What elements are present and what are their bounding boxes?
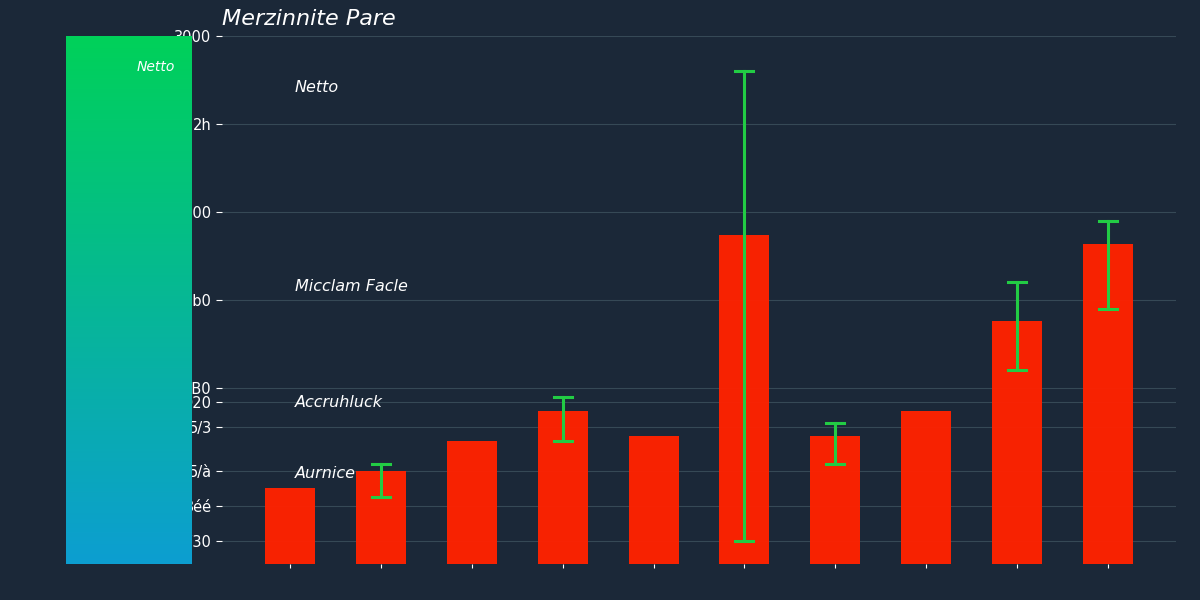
Bar xyxy=(538,411,588,564)
Text: Micclam Facle: Micclam Facle xyxy=(295,279,408,294)
Bar xyxy=(265,488,316,564)
Text: Netto: Netto xyxy=(137,60,175,74)
Text: Aurnice: Aurnice xyxy=(295,466,356,481)
Text: Netto: Netto xyxy=(295,80,340,95)
Bar xyxy=(446,441,497,564)
Text: Accruhluck: Accruhluck xyxy=(295,395,383,410)
Text: Merzinnite Pare: Merzinnite Pare xyxy=(222,9,396,29)
Bar xyxy=(356,471,406,564)
Bar xyxy=(901,411,952,564)
Bar xyxy=(720,235,769,564)
Bar xyxy=(810,436,860,564)
Bar xyxy=(629,436,678,564)
Bar xyxy=(1082,244,1133,564)
Bar xyxy=(992,321,1042,564)
